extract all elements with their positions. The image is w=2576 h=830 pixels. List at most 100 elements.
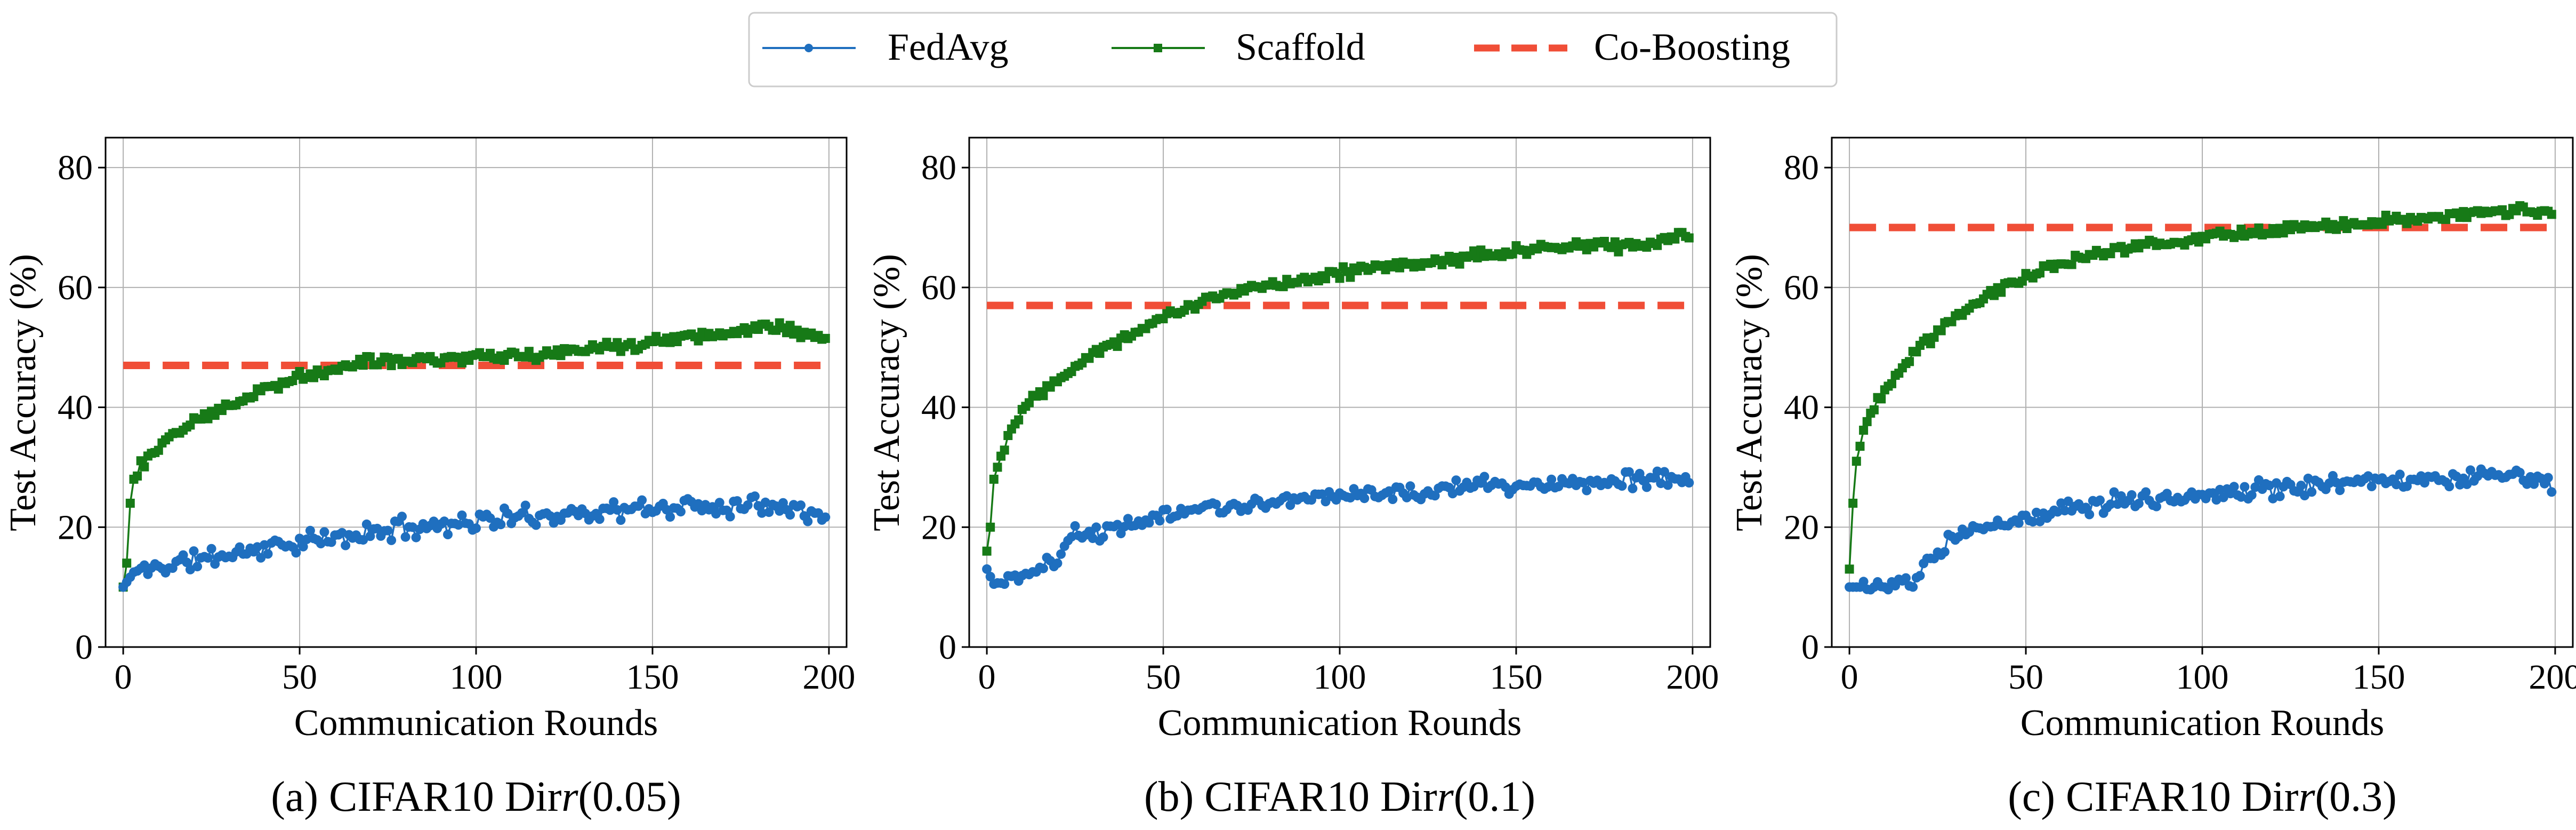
scaffold-point-b-2: [989, 474, 999, 484]
legend: FedAvg Scaffold Co-Boosting: [748, 12, 1838, 87]
fedavg-point-c-11: [1883, 585, 1893, 595]
scaffold-point-a-199: [820, 333, 830, 343]
scaffold-point-b-12: [1025, 398, 1034, 408]
fedavg-point-b-193: [1663, 480, 1673, 490]
fedavg-point-a-63: [341, 540, 351, 550]
fedavg-point-b-5: [1000, 579, 1010, 589]
legend-marker-scaffold: [1154, 44, 1162, 52]
fedavg-point-c-90: [2162, 489, 2172, 499]
fedavg-point-a-186: [775, 506, 785, 516]
scaffold-point-c-43: [1997, 288, 2006, 297]
fedavg-point-c-116: [2253, 475, 2264, 485]
legend-entry-scaffold: Scaffold: [1112, 26, 1365, 68]
fedavg-point-a-179: [750, 491, 760, 501]
grid-a: [106, 138, 847, 648]
fedavg-point-b-114: [1384, 486, 1394, 496]
fedavg-point-a-20: [189, 546, 199, 556]
panel-b: 0 50 100 150 200 0 20 40 60 80 Communication Roun…: [866, 137, 1719, 820]
legend-entry-fedavg: FedAvg: [762, 26, 1009, 68]
scaffold-point-a-144: [626, 338, 636, 347]
fedavg-point-a-192: [796, 500, 806, 510]
grid-b: [969, 138, 1710, 648]
fedavg-point-b-133: [1451, 475, 1461, 485]
fedavg-point-c-131: [2307, 487, 2317, 497]
scaffold-point-c-199: [2547, 210, 2556, 219]
x-axis-title-c: Communication Rounds: [2020, 703, 2385, 744]
fedavg-point-a-104: [485, 513, 495, 523]
fedavg-point-c-190: [2515, 468, 2525, 477]
panel-c: 0 50 100 150 200 0 20 40 60 80 Communication Roun…: [1729, 137, 2576, 820]
scaffold-point-a-163: [694, 336, 703, 346]
fedavg-point-c-76: [2113, 499, 2123, 509]
fedavg-point-a-155: [665, 512, 675, 522]
legend-label-scaffold: Scaffold: [1236, 26, 1365, 68]
fedavg-point-c-4: [1858, 577, 1869, 587]
legend-frame: [748, 12, 1838, 87]
fedavg-point-a-189: [785, 510, 795, 520]
fedavg-point-b-31: [1091, 522, 1101, 532]
fedavg-point-c-136: [2324, 478, 2334, 488]
x-tick-label-c-200: 200: [2529, 658, 2576, 697]
x-tick-label-c-150: 150: [2352, 658, 2405, 697]
fedavg-point-c-176: [2466, 465, 2475, 475]
x-tick-label-b-150: 150: [1490, 658, 1542, 697]
x-tick-label-b-100: 100: [1314, 658, 1366, 697]
fedavg-point-a-100: [471, 523, 481, 533]
x-tick-label-b-0: 0: [978, 658, 996, 697]
scaffold-point-a-188: [782, 328, 791, 338]
fedavg-point-a-52: [302, 534, 312, 544]
scaffold-point-b-139: [1472, 253, 1482, 262]
fedavg-point-a-135: [594, 514, 605, 524]
fedavg-point-a-139: [609, 497, 619, 507]
x-tick-label-b-50: 50: [1146, 658, 1181, 697]
fedavg-point-c-192: [2522, 479, 2532, 489]
fedavg-point-b-16: [1039, 563, 1048, 573]
fedavg-point-b-65: [1211, 499, 1221, 509]
fedavg-point-b-190: [1652, 466, 1662, 476]
fedavg-point-b-170: [1582, 485, 1592, 496]
scaffold-point-a-124: [556, 351, 566, 361]
fedavg-point-c-106: [2218, 492, 2228, 502]
y-tick-label-a-40: 40: [58, 388, 93, 427]
scaffold-point-c-12: [1887, 379, 1896, 388]
scaffold-line-c: [1848, 204, 2553, 569]
fedavg-point-a-158: [675, 507, 686, 517]
fedavg-point-a-79: [397, 512, 407, 522]
scaffold-point-c-0: [1845, 564, 1854, 574]
scaffold-point-b-100: [1335, 274, 1345, 283]
fedavg-point-c-18: [1908, 582, 1918, 592]
y-axis-title-a: Test Accuracy (%): [3, 254, 44, 531]
scaffold-point-a-2: [125, 498, 135, 508]
caption-a-param: (0.05): [578, 773, 681, 820]
fedavg-point-b-160: [1547, 474, 1557, 484]
fedavg-point-b-86: [1285, 500, 1295, 510]
scaffold-point-c-151: [2378, 220, 2387, 229]
fedavg-point-c-87: [2152, 501, 2161, 512]
scaffold-point-b-84: [1278, 282, 1288, 291]
fedavg-point-b-107: [1359, 493, 1370, 504]
y-axis-title-c: Test Accuracy (%): [1729, 254, 1770, 531]
x-tick-label-c-100: 100: [2176, 658, 2229, 697]
scaffold-point-a-1: [122, 558, 132, 568]
fedavg-point-b-141: [1479, 472, 1490, 482]
fedavg-point-a-41: [263, 549, 273, 559]
fedavg-point-a-92: [443, 530, 453, 539]
x-tick-label-b-200: 200: [1666, 658, 1719, 697]
scaffold-point-a-185: [771, 325, 781, 335]
fedavg-point-a-50: [295, 533, 304, 544]
scaffold-point-b-178: [1610, 237, 1620, 246]
fedavg-series-c: [1845, 464, 2557, 595]
fedavg-point-b-39: [1120, 522, 1130, 532]
scaffold-point-c-111: [2236, 225, 2246, 234]
y-tick-label-b-80: 80: [921, 148, 956, 187]
scaffold-point-b-0: [982, 546, 992, 556]
scaffold-point-c-9: [1877, 394, 1886, 404]
scaffold-point-a-26: [210, 411, 220, 420]
fedavg-point-a-80: [400, 532, 410, 542]
scaffold-point-a-10: [154, 445, 163, 455]
scaffold-point-b-149: [1508, 249, 1517, 259]
fedavg-point-c-138: [2331, 477, 2341, 488]
scaffold-point-a-54: [309, 373, 318, 382]
scaffold-point-c-3: [1855, 442, 1865, 451]
fedavg-series-b: [982, 466, 1694, 589]
